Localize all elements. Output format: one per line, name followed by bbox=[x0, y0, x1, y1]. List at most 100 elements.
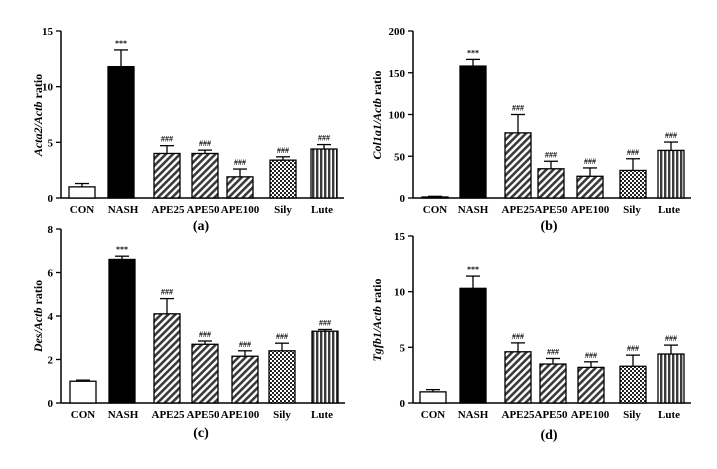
y-tick-label: 4 bbox=[48, 311, 54, 323]
x-tick-label: APE50 bbox=[535, 204, 569, 216]
bar bbox=[108, 258, 136, 404]
x-tick-label: Sily bbox=[273, 409, 291, 421]
significance-label: ### bbox=[627, 344, 639, 353]
y-axis-label: Acta2/Actb ratio bbox=[31, 74, 45, 157]
x-tick-label: CON bbox=[71, 409, 96, 421]
bar bbox=[537, 168, 565, 199]
x-tick-label: CON bbox=[423, 204, 448, 216]
bar bbox=[459, 65, 487, 199]
significance-label: ### bbox=[584, 157, 596, 166]
significance-label: ### bbox=[239, 340, 251, 349]
bar bbox=[68, 186, 96, 199]
bar bbox=[310, 148, 338, 199]
bar bbox=[311, 330, 339, 404]
panel-label: (a) bbox=[193, 219, 210, 234]
bar bbox=[619, 169, 647, 199]
y-tick-label: 0 bbox=[400, 193, 406, 205]
significance-label: ### bbox=[234, 158, 246, 167]
x-tick-label: Sily bbox=[274, 204, 292, 216]
x-tick-label: APE100 bbox=[221, 204, 260, 216]
y-axis-label: Des/Actb ratio bbox=[31, 280, 45, 353]
significance-label: ### bbox=[161, 288, 173, 297]
chart-panel-a: 0 5 10 15 CON *** NASH ### APE25 ### APE50 ### APE10… bbox=[31, 26, 344, 234]
significance-label: ### bbox=[199, 139, 211, 148]
bar bbox=[153, 152, 181, 199]
significance-label: ### bbox=[665, 131, 677, 140]
x-tick-label: CON bbox=[421, 409, 446, 421]
y-axis-label: Col1a1/Actb ratio bbox=[370, 71, 384, 160]
significance-label: ### bbox=[199, 330, 211, 339]
x-tick-label: APE100 bbox=[221, 409, 260, 421]
x-tick-label: NASH bbox=[458, 409, 489, 421]
panel-label: (c) bbox=[193, 426, 209, 441]
bar bbox=[419, 391, 447, 404]
y-tick-label: 8 bbox=[48, 224, 54, 236]
y-tick-label: 100 bbox=[389, 110, 406, 122]
x-tick-label: NASH bbox=[108, 409, 139, 421]
y-tick-label: 5 bbox=[48, 137, 54, 149]
y-tick-label: 15 bbox=[394, 231, 406, 243]
y-tick-label: 10 bbox=[394, 287, 406, 299]
y-tick-label: 2 bbox=[48, 355, 54, 367]
x-tick-label: APE100 bbox=[571, 204, 610, 216]
x-tick-label: Sily bbox=[623, 409, 641, 421]
significance-label: ### bbox=[585, 351, 597, 360]
bar bbox=[421, 196, 449, 199]
x-tick-label: APE25 bbox=[152, 204, 186, 216]
significance-label: *** bbox=[115, 39, 127, 48]
significance-label: ### bbox=[627, 148, 639, 157]
chart-panel-c: 0 2 4 6 8 CON *** NASH ### APE25 ### APE50 ### APE100… bbox=[31, 224, 345, 441]
x-tick-label: APE25 bbox=[502, 204, 536, 216]
x-tick-label: Sily bbox=[623, 204, 641, 216]
x-tick-label: APE25 bbox=[152, 409, 186, 421]
bar bbox=[191, 152, 219, 199]
y-tick-label: 50 bbox=[394, 151, 406, 163]
y-tick-label: 150 bbox=[389, 68, 406, 80]
y-tick-label: 5 bbox=[400, 342, 406, 354]
x-tick-label: APE50 bbox=[187, 409, 221, 421]
x-tick-label: Lute bbox=[311, 409, 333, 421]
bar bbox=[107, 65, 135, 199]
bar bbox=[657, 353, 685, 404]
bar bbox=[459, 287, 487, 404]
chart-panel-b: 0 50 100 150 200 CON *** NASH ### APE25 ### APE50 ##… bbox=[370, 26, 691, 234]
x-tick-label: APE50 bbox=[535, 409, 569, 421]
significance-label: ### bbox=[547, 347, 559, 356]
y-tick-label: 6 bbox=[48, 268, 54, 280]
bar bbox=[657, 149, 685, 199]
y-tick-label: 15 bbox=[42, 26, 54, 38]
significance-label: *** bbox=[467, 48, 479, 57]
bar bbox=[231, 355, 259, 404]
x-tick-label: Lute bbox=[658, 409, 680, 421]
panel-label: (d) bbox=[540, 428, 557, 443]
significance-label: *** bbox=[116, 245, 128, 254]
significance-label: ### bbox=[545, 150, 557, 159]
bar bbox=[69, 380, 97, 404]
y-tick-label: 0 bbox=[48, 398, 54, 410]
bar bbox=[268, 350, 296, 404]
significance-label: ### bbox=[319, 318, 331, 327]
y-tick-label: 0 bbox=[48, 193, 54, 205]
bar bbox=[576, 175, 604, 199]
significance-label: ### bbox=[318, 134, 330, 143]
x-tick-label: Lute bbox=[311, 204, 333, 216]
chart-panel-d: 0 5 10 15 CON *** NASH ### APE25 ### APE50 ### APE10… bbox=[370, 231, 691, 443]
significance-label: ### bbox=[512, 332, 524, 341]
bar bbox=[226, 176, 254, 199]
significance-label: ### bbox=[665, 334, 677, 343]
bar bbox=[577, 366, 605, 404]
significance-label: ### bbox=[277, 146, 289, 155]
y-tick-label: 10 bbox=[42, 82, 54, 94]
significance-label: ### bbox=[161, 135, 173, 144]
bar bbox=[504, 132, 532, 199]
bar bbox=[619, 365, 647, 404]
y-tick-label: 0 bbox=[400, 398, 406, 410]
bar bbox=[504, 351, 532, 404]
panel-label: (b) bbox=[540, 219, 557, 234]
x-tick-label: APE25 bbox=[502, 409, 536, 421]
x-tick-label: NASH bbox=[108, 204, 139, 216]
y-axis-label: Tgfb1/Actb ratio bbox=[370, 279, 384, 362]
y-tick-label: 200 bbox=[389, 26, 406, 38]
bar bbox=[153, 313, 181, 404]
